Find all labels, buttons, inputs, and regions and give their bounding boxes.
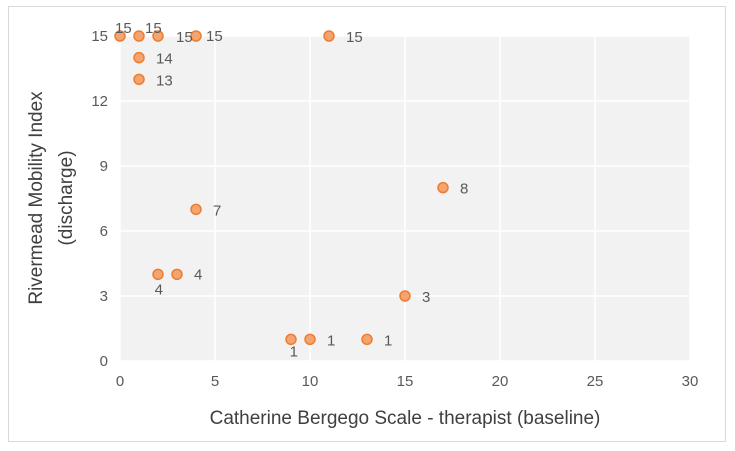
x-tick-label: 25: [587, 373, 604, 390]
data-label: 1: [327, 332, 335, 349]
x-tick-label: 30: [682, 373, 699, 390]
data-label: 1: [290, 343, 298, 360]
data-point: [114, 30, 126, 42]
x-tick-label: 5: [211, 373, 219, 390]
y-axis-title-line1: Rivermead Mobility Index: [26, 91, 47, 305]
data-points: [114, 30, 449, 346]
data-label: 4: [194, 266, 202, 283]
data-label: 15: [346, 29, 363, 46]
data-label: 15: [176, 29, 193, 46]
y-tick-label: 15: [91, 28, 108, 45]
data-label: 7: [213, 202, 221, 219]
x-tick-label: 15: [397, 373, 414, 390]
data-label: 8: [460, 181, 468, 198]
x-tick-label: 0: [116, 373, 124, 390]
data-label: 15: [145, 20, 162, 37]
data-point: [323, 30, 335, 42]
y-tick-label: 9: [100, 158, 108, 175]
data-point: [152, 268, 164, 281]
data-label: 1: [384, 332, 392, 349]
x-tick-label: 20: [492, 373, 509, 390]
data-point: [361, 333, 373, 346]
data-label: 4: [155, 281, 163, 298]
x-axis-title: Catherine Bergego Scale - therapist (bas…: [210, 408, 601, 429]
data-point: [190, 203, 202, 216]
y-tick-label: 0: [100, 353, 108, 370]
data-point: [152, 30, 164, 42]
data-label: 13: [156, 72, 173, 89]
x-tick-label: 10: [302, 373, 319, 390]
data-label: 14: [156, 51, 173, 68]
data-point: [133, 73, 145, 86]
y-tick-label: 12: [91, 93, 108, 110]
data-point: [399, 290, 411, 302]
data-label: 15: [115, 20, 132, 37]
data-point: [437, 181, 449, 194]
data-label: 15: [206, 28, 223, 45]
y-tick-label: 6: [100, 223, 108, 240]
data-point: [190, 30, 202, 42]
data-point: [285, 333, 297, 346]
x-axis-ticks: 0 5 10 15 20 25 30: [116, 373, 699, 390]
data-label: 3: [422, 289, 430, 306]
gridlines: [119, 35, 691, 362]
data-point: [133, 51, 145, 64]
data-point: [304, 333, 316, 346]
data-point: [133, 30, 145, 42]
y-tick-label: 3: [100, 288, 108, 305]
data-point: [171, 268, 183, 281]
y-axis-title-line2: (discharge): [56, 150, 77, 245]
y-axis-ticks: 0 3 6 9 12 15: [91, 28, 108, 370]
